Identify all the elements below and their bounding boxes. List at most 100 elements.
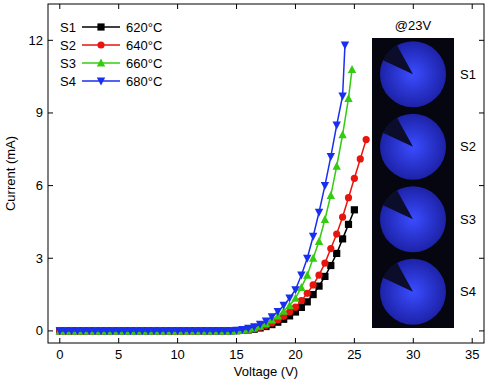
data-point [315,209,323,217]
y-tick [48,40,53,41]
data-point [250,323,258,331]
series-line [60,210,355,331]
x-tick [354,4,355,9]
data-point [303,255,311,263]
data-group [56,42,370,336]
x-tick [295,338,296,343]
data-point [333,250,340,257]
el-dark-sector [383,45,413,74]
inset: @23V S1 S2 S3 S4 [372,18,476,328]
data-point [315,237,323,245]
data-point [321,215,329,223]
x-tick-label: 20 [288,347,302,362]
data-point [268,313,276,321]
inset-label: S4 [460,284,476,299]
el-spot [380,114,446,180]
legend: S1620°CS2640°CS3660°CS4680°C [60,20,162,89]
legend-marker [97,77,105,85]
y-tick-label: 0 [36,323,43,338]
data-point [279,302,287,310]
y-tick [48,330,53,331]
x-tick-label: 35 [465,347,479,362]
data-point [363,136,370,143]
y-tick [48,185,53,186]
legend-label: 680°C [126,74,162,89]
data-point [285,295,293,303]
y-tick-label: 12 [29,33,43,48]
x-tick-label: 15 [229,347,243,362]
inset-label: S3 [460,212,476,227]
series-line [60,45,345,331]
data-point [321,259,328,266]
x-tick [118,4,119,9]
y-tick [479,330,484,331]
y-tick [479,258,484,259]
y-tick-label: 3 [36,251,43,266]
data-point [327,245,334,252]
el-spot [380,186,446,252]
legend-label: S1 [60,20,76,35]
legend-marker [97,41,104,48]
x-axis-title: Voltage (V) [234,364,298,379]
x-tick [295,4,296,9]
legend-label: 660°C [126,56,162,71]
x-tick-label: 5 [115,347,122,362]
data-point [321,182,329,190]
x-tick [59,338,60,343]
x-tick [177,338,178,343]
data-point [333,230,340,237]
x-tick-label: 30 [406,347,420,362]
data-point [297,272,305,280]
data-point [262,318,270,326]
inset-label: S1 [460,67,476,82]
inset-label: S2 [460,139,476,154]
y-tick [479,112,484,113]
inset-background [372,38,454,328]
y-tick [48,258,53,259]
data-point [351,206,358,213]
legend-marker [97,59,105,67]
data-point [339,213,346,220]
data-point [341,42,349,50]
inset-title: @23V [395,18,432,33]
x-tick [59,4,60,9]
x-tick [118,338,119,343]
data-point [333,162,341,170]
data-point [345,221,352,228]
y-tick [479,40,484,41]
x-tick [354,338,355,343]
data-point [348,65,356,73]
y-tick [48,112,53,113]
legend-label: S2 [60,38,76,53]
series-line [60,69,352,331]
x-tick-label: 25 [347,347,361,362]
el-spot [380,41,446,107]
legend-label: 620°C [126,20,162,35]
data-point [345,194,352,201]
legend-label: 640°C [126,38,162,53]
y-tick-label: 6 [36,178,43,193]
plot-frame [48,4,484,343]
el-dark-sector [383,190,413,219]
legend-label: S4 [60,74,76,89]
x-tick-label: 0 [56,347,63,362]
data-point [310,281,317,288]
data-point [338,130,346,138]
data-point [291,286,299,294]
data-point [256,321,264,329]
el-spot [380,259,446,325]
data-point [327,191,335,199]
data-point [327,153,335,161]
data-point [357,155,364,162]
y-tick [479,185,484,186]
x-tick [236,338,237,343]
el-dark-sector [383,118,413,147]
chart: 05101520253035036912Voltage (V)Current (… [0,0,490,385]
x-tick [236,4,237,9]
legend-marker [97,23,104,30]
x-tick [413,338,414,343]
y-tick-label: 9 [36,105,43,120]
x-tick-label: 10 [170,347,184,362]
data-point [344,94,352,102]
x-tick [472,338,473,343]
